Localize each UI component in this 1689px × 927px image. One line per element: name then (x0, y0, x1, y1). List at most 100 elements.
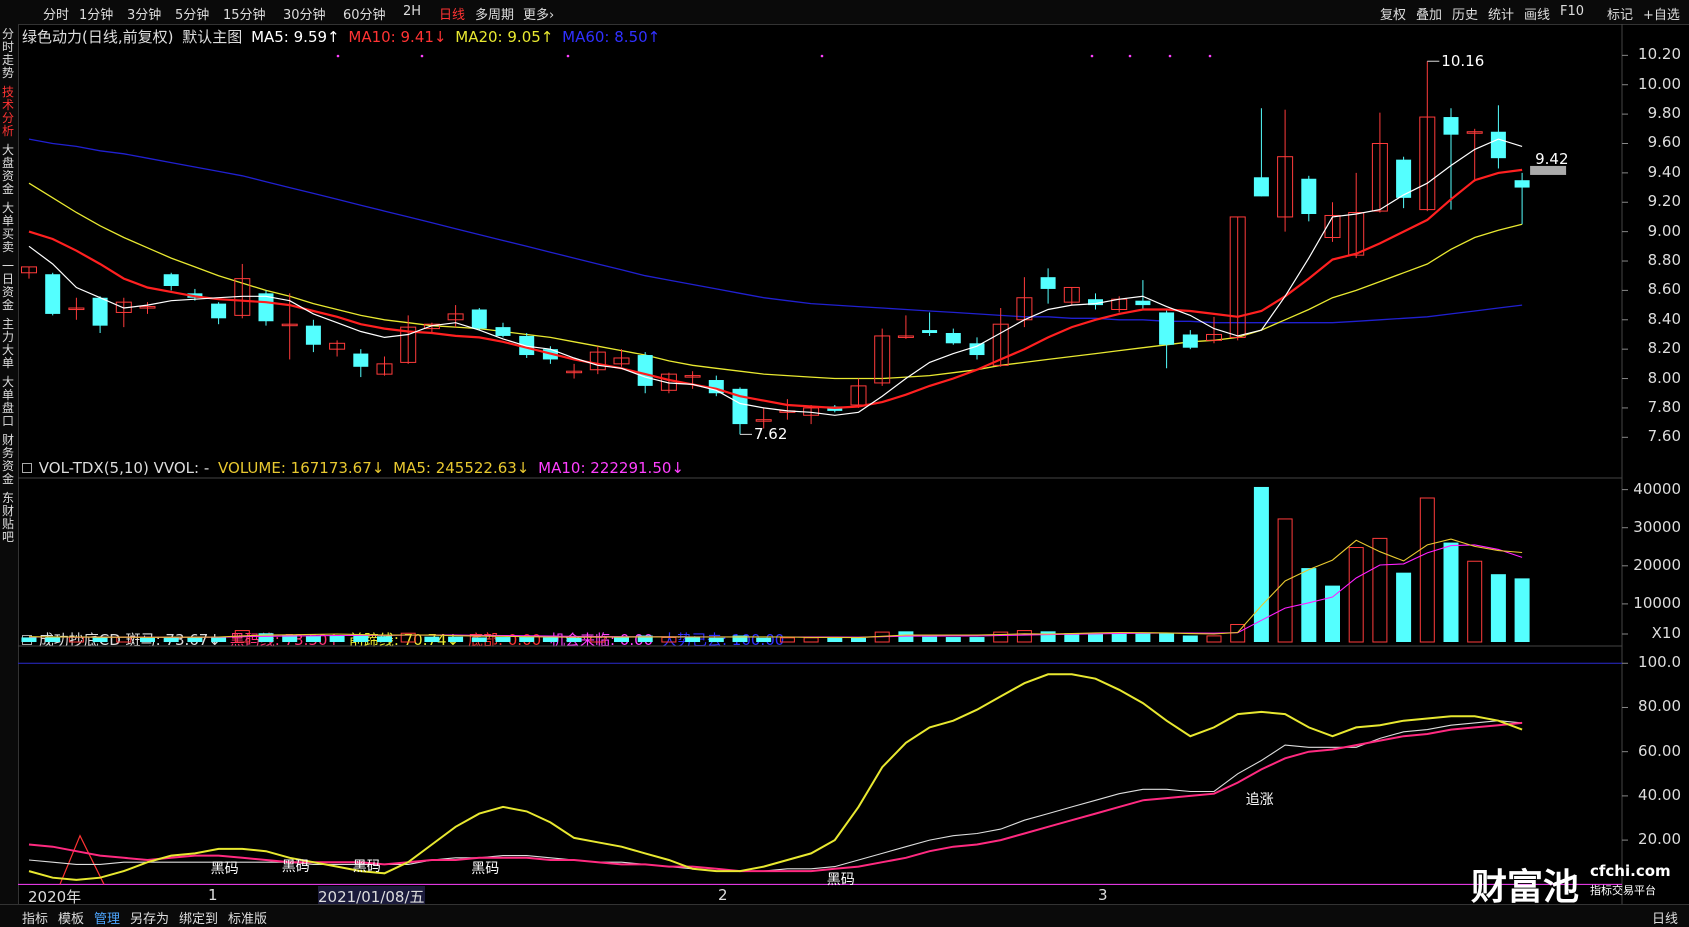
period-tab-7[interactable]: 2H (403, 4, 422, 19)
candle (613, 349, 630, 367)
toolbar-btn-1[interactable]: 叠加 (1416, 8, 1443, 23)
period-tab-8[interactable]: 日线 (439, 8, 466, 23)
candle (92, 296, 108, 334)
volume-bar (1490, 574, 1506, 642)
marker-dot (1128, 54, 1132, 58)
ind-tick-label: 100.0 (1638, 653, 1681, 672)
candle-body (1040, 277, 1056, 289)
candle-body (945, 333, 961, 344)
period-tab-9[interactable]: 多周期 (475, 8, 515, 23)
toolbar-btn-6[interactable]: 标记 (1607, 8, 1634, 23)
sidebar-item-2[interactable]: 大盘资金 (2, 143, 15, 196)
candle (519, 333, 535, 358)
sidebar-item-4[interactable]: 一日资金 (2, 259, 15, 312)
toolbar-btn-2[interactable]: 历史 (1452, 8, 1479, 23)
sidebar-item-0[interactable]: 分时走势 (2, 27, 15, 80)
ind-square-icon[interactable] (22, 635, 32, 645)
bottom-tab-2[interactable]: 管理 (94, 912, 121, 927)
period-tab-4[interactable]: 15分钟 (223, 8, 266, 23)
vol-tick-label: 20000 (1633, 555, 1681, 574)
vol-value: VOLUME: 167173.67↓ (218, 459, 385, 477)
candle (637, 352, 653, 394)
candle (281, 293, 298, 360)
candle (258, 290, 274, 326)
main-chart-header: 绿色动力(日线,前复权) 默认主图 MA5: 9.59↑ MA10: 9.41↓… (22, 26, 664, 47)
sidebar-item-1[interactable]: 技术分析 (2, 85, 15, 138)
candle (922, 312, 938, 336)
candle (329, 340, 346, 357)
sidebar-item-6[interactable]: 大单盘口 (2, 375, 15, 428)
candle-body (874, 335, 891, 384)
volume-bar (1088, 634, 1103, 642)
high-price-label: 10.16 (1441, 52, 1485, 71)
price-tick-label: 7.60 (1647, 427, 1681, 446)
period-tab-5[interactable]: 30分钟 (283, 8, 326, 23)
candle-body (589, 351, 606, 371)
ma20-line (28, 182, 1523, 380)
ma60-value: MA60: 8.50↑ (562, 28, 661, 46)
price-tick-label: 9.20 (1647, 192, 1681, 211)
vol-square-icon[interactable] (22, 463, 32, 473)
volume-bar (969, 637, 985, 642)
candle-body (897, 335, 914, 338)
volume-bar (1443, 542, 1459, 642)
toolbar-btn-3[interactable]: 统计 (1488, 8, 1515, 23)
ma10-value: MA10: 9.41↓ (348, 28, 447, 46)
marker-dot (566, 54, 570, 58)
candle (1229, 216, 1246, 341)
candle (1135, 280, 1151, 310)
candle-body (1016, 297, 1033, 321)
heima-label: 黑码 (826, 872, 855, 889)
bottom-tab-0[interactable]: 指标 (22, 912, 49, 927)
volume-bar (1301, 568, 1317, 642)
period-tab-1[interactable]: 1分钟 (79, 8, 114, 23)
candle (1253, 108, 1269, 197)
volume-bar (1040, 631, 1056, 642)
candle (732, 387, 748, 435)
toolbar-btn-5[interactable]: F10 (1560, 4, 1585, 19)
bottom-period-label[interactable]: 日线 (1652, 912, 1679, 927)
bottom-tab-3[interactable]: 另存为 (130, 912, 170, 927)
candle-body (1229, 216, 1246, 338)
candle-body (92, 297, 108, 326)
sidebar-item-5[interactable]: 主力大单 (2, 317, 15, 370)
volume-bar (922, 636, 938, 642)
marker-dot (1090, 54, 1094, 58)
period-tab-6[interactable]: 60分钟 (343, 8, 386, 23)
period-tab-10[interactable]: 更多› (523, 8, 555, 23)
candle (1443, 108, 1459, 210)
ind-heima: 黑码线: 73.50↑ (229, 631, 341, 649)
period-tab-3[interactable]: 5分钟 (175, 8, 210, 23)
volume-bar (1159, 633, 1175, 642)
period-tab-2[interactable]: 3分钟 (127, 8, 162, 23)
stock-name[interactable]: 绿色动力(日线,前复权) (22, 28, 174, 46)
sidebar-item-7[interactable]: 财务资金 (2, 433, 15, 486)
toolbar-btn-7[interactable]: +自选 (1643, 8, 1680, 23)
candle (21, 266, 37, 279)
candle (163, 272, 179, 291)
volume-bar (898, 631, 914, 642)
marker-dot (820, 54, 824, 58)
bottom-tab-1[interactable]: 模板 (58, 912, 85, 927)
candle (423, 322, 440, 334)
candle-body (1371, 142, 1388, 212)
ma60-line (28, 138, 1523, 324)
price-tick-label: 8.80 (1647, 251, 1681, 270)
candle (992, 308, 1009, 367)
heima-label: 黑码 (210, 861, 239, 877)
sidebar-item-3[interactable]: 大单买卖 (2, 201, 15, 254)
template-label[interactable]: 默认主图 (182, 28, 243, 46)
vol-tick-label: 10000 (1633, 593, 1681, 612)
sidebar-item-8[interactable]: 东财贴吧 (2, 491, 15, 544)
price-tick-label: 9.60 (1647, 133, 1681, 152)
period-tab-0[interactable]: 分时 (43, 8, 70, 23)
candle (115, 297, 132, 328)
candle-body (495, 327, 511, 336)
toolbar-btn-0[interactable]: 复权 (1380, 8, 1407, 23)
bottom-tab-5[interactable]: 标准版 (228, 912, 268, 927)
bottom-tab-4[interactable]: 绑定到 (179, 912, 219, 927)
toolbar-btn-4[interactable]: 画线 (1524, 8, 1551, 23)
candle-body (803, 407, 820, 416)
volume-bar (945, 637, 961, 642)
candle (850, 378, 867, 408)
